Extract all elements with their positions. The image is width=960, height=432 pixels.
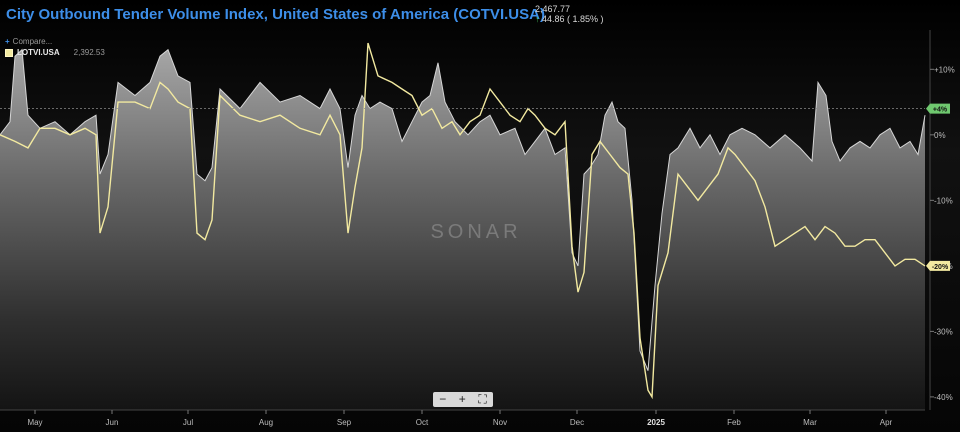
- line-lotvi: [0, 42, 926, 400]
- last-change: ↑ 44.86 ( 1.85% ): [535, 14, 604, 24]
- fullscreen-icon[interactable]: ⛶: [478, 392, 487, 406]
- cotvi-current-badge: +4%: [933, 107, 948, 114]
- x-tick-label: Feb: [727, 418, 741, 427]
- x-tick-label: Dec: [570, 418, 584, 427]
- legend-series-value: 2,392.53: [73, 48, 105, 57]
- area-fill-cotvi: [0, 49, 925, 410]
- change-value: 44.86 ( 1.85% ): [542, 14, 604, 24]
- last-value-box: 2,467.77 ↑ 44.86 ( 1.85% ): [535, 4, 604, 24]
- x-tick-label: Mar: [803, 418, 817, 427]
- x-tick-label: Nov: [493, 418, 507, 427]
- compare-button[interactable]: + Compare...: [5, 37, 52, 46]
- chart-title: City Outbound Tender Volume Index, Unite…: [6, 6, 545, 23]
- zoom-out-button[interactable]: −: [439, 392, 447, 406]
- x-tick-label: Oct: [416, 418, 429, 427]
- legend: LOTVI.USA 2,392.53: [5, 48, 105, 57]
- up-arrow-icon: ↑: [535, 14, 540, 24]
- legend-series-name: LOTVI.USA: [17, 48, 60, 57]
- x-tick-label: Sep: [337, 418, 352, 427]
- y-tick-label: -10%: [934, 196, 953, 205]
- watermark: SONAR: [430, 221, 521, 243]
- y-tick-label: +10%: [934, 65, 955, 74]
- y-tick-label: 0%: [934, 131, 946, 140]
- lotvi-current-badge: -20%: [932, 264, 949, 271]
- legend-swatch: [5, 48, 13, 57]
- zoom-control: − + ⛶: [433, 392, 493, 407]
- y-tick-label: -40%: [934, 393, 953, 402]
- cotvi-current-badge-bg: [926, 103, 950, 114]
- x-tick-label: Aug: [259, 418, 273, 427]
- x-tick-label: Jun: [106, 418, 119, 427]
- x-tick-label: May: [27, 418, 42, 427]
- y-tick-label: -30%: [934, 327, 953, 336]
- zoom-in-button[interactable]: +: [458, 392, 466, 406]
- x-tick-label: Apr: [880, 418, 893, 427]
- compare-label: Compare...: [12, 37, 53, 46]
- lotvi-current-badge-bg: [926, 260, 950, 271]
- last-value: 2,467.77: [535, 4, 571, 14]
- plus-icon: +: [5, 37, 10, 46]
- area-line-cotvi: [0, 48, 926, 371]
- x-tick-label: 2025: [647, 418, 665, 427]
- x-tick-label: Jul: [183, 418, 193, 427]
